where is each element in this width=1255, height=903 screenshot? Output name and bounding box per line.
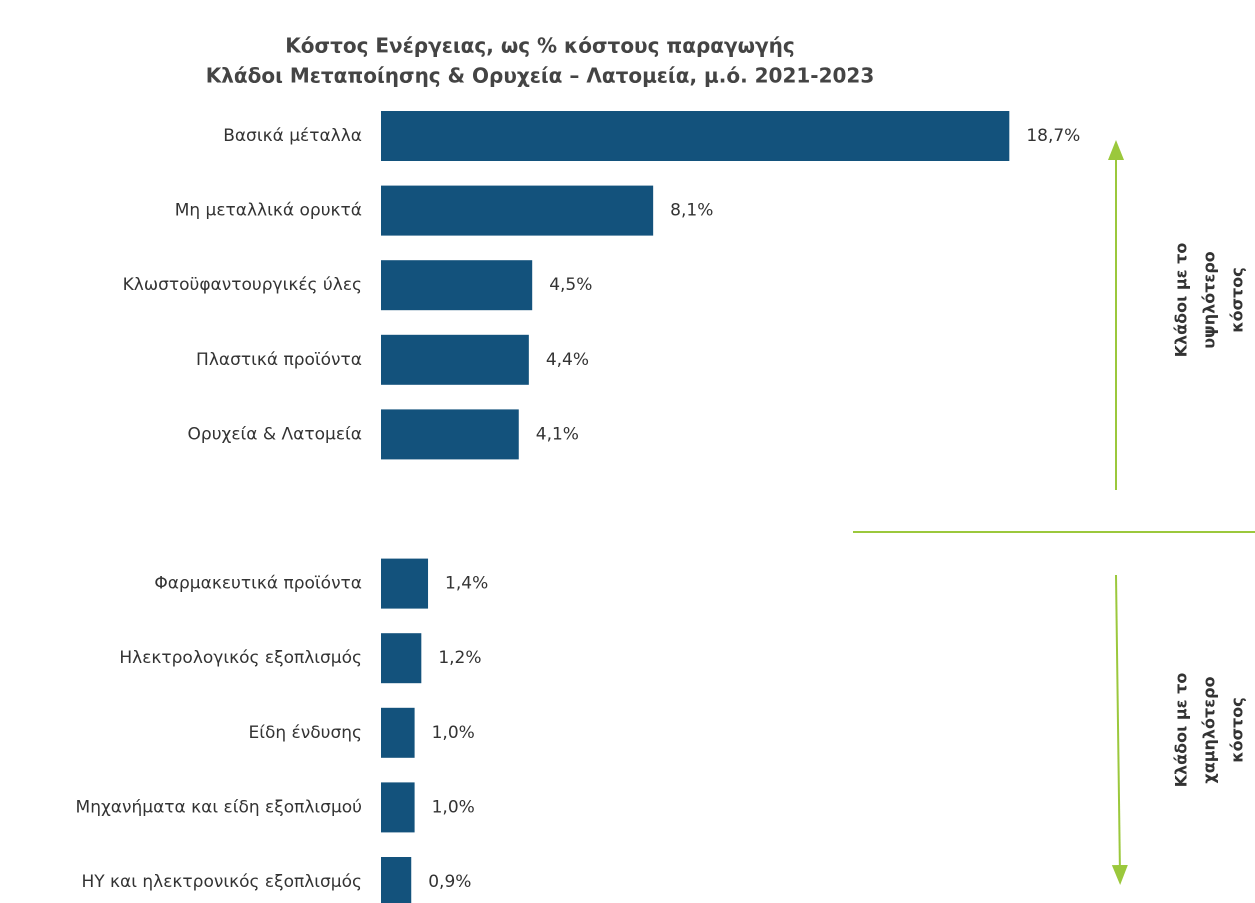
bar xyxy=(381,558,429,609)
annotation: κόστος xyxy=(1228,267,1247,333)
y-tick-label: Μηχανήματα και είδη εξοπλισμού xyxy=(76,797,362,817)
bar xyxy=(381,260,533,311)
arrow-down xyxy=(1111,574,1128,885)
annotation: Κλάδοι με το xyxy=(1172,243,1191,358)
value-label: 0,9% xyxy=(428,872,471,892)
value-label: 8,1% xyxy=(670,201,713,221)
y-tick-label: Ορυχεία & Λατομεία xyxy=(188,424,362,444)
bar xyxy=(381,782,415,833)
y-tick-label: Κλωστοϋφαντουργικές ύλες xyxy=(123,275,362,295)
annotation: υψηλότερο xyxy=(1200,251,1219,349)
bar xyxy=(381,409,519,460)
bar xyxy=(381,857,412,903)
annotation: Κλάδοι με το xyxy=(1172,673,1191,788)
chart-title: Κόστος Ενέργειας, ως % κόστους παραγωγής xyxy=(285,34,794,58)
y-tick-label: Είδη ένδυσης xyxy=(248,723,362,743)
value-label: 18,7% xyxy=(1026,126,1080,146)
value-label: 4,5% xyxy=(549,275,592,295)
y-tick-label: Πλαστικά προϊόντα xyxy=(196,350,362,370)
value-label: 4,1% xyxy=(536,424,579,444)
y-tick-label: Βασικά μέταλλα xyxy=(223,126,362,146)
value-label: 1,0% xyxy=(432,797,475,817)
value-label: 1,4% xyxy=(445,574,488,594)
bar xyxy=(381,633,422,684)
bar xyxy=(381,707,415,758)
y-tick-label: ΗΥ και ηλεκτρονικός εξοπλισμός xyxy=(81,872,362,892)
annotation: χαμηλότερο xyxy=(1200,676,1219,783)
bar xyxy=(381,111,1010,161)
y-tick-label: Φαρμακευτικά προϊόντα xyxy=(154,574,362,594)
value-label: 1,2% xyxy=(438,648,481,668)
annotation: κόστος xyxy=(1228,697,1247,763)
bar xyxy=(381,185,654,236)
value-label: 1,0% xyxy=(432,723,475,743)
y-tick-label: Μη μεταλλικά ορυκτά xyxy=(175,201,362,221)
value-label: 4,4% xyxy=(546,350,589,370)
y-tick-label: Ηλεκτρολογικός εξοπλισμός xyxy=(119,648,362,668)
bar xyxy=(381,334,529,385)
chart-subtitle: Κλάδοι Μεταποίησης & Ορυχεία – Λατομεία,… xyxy=(206,64,875,88)
